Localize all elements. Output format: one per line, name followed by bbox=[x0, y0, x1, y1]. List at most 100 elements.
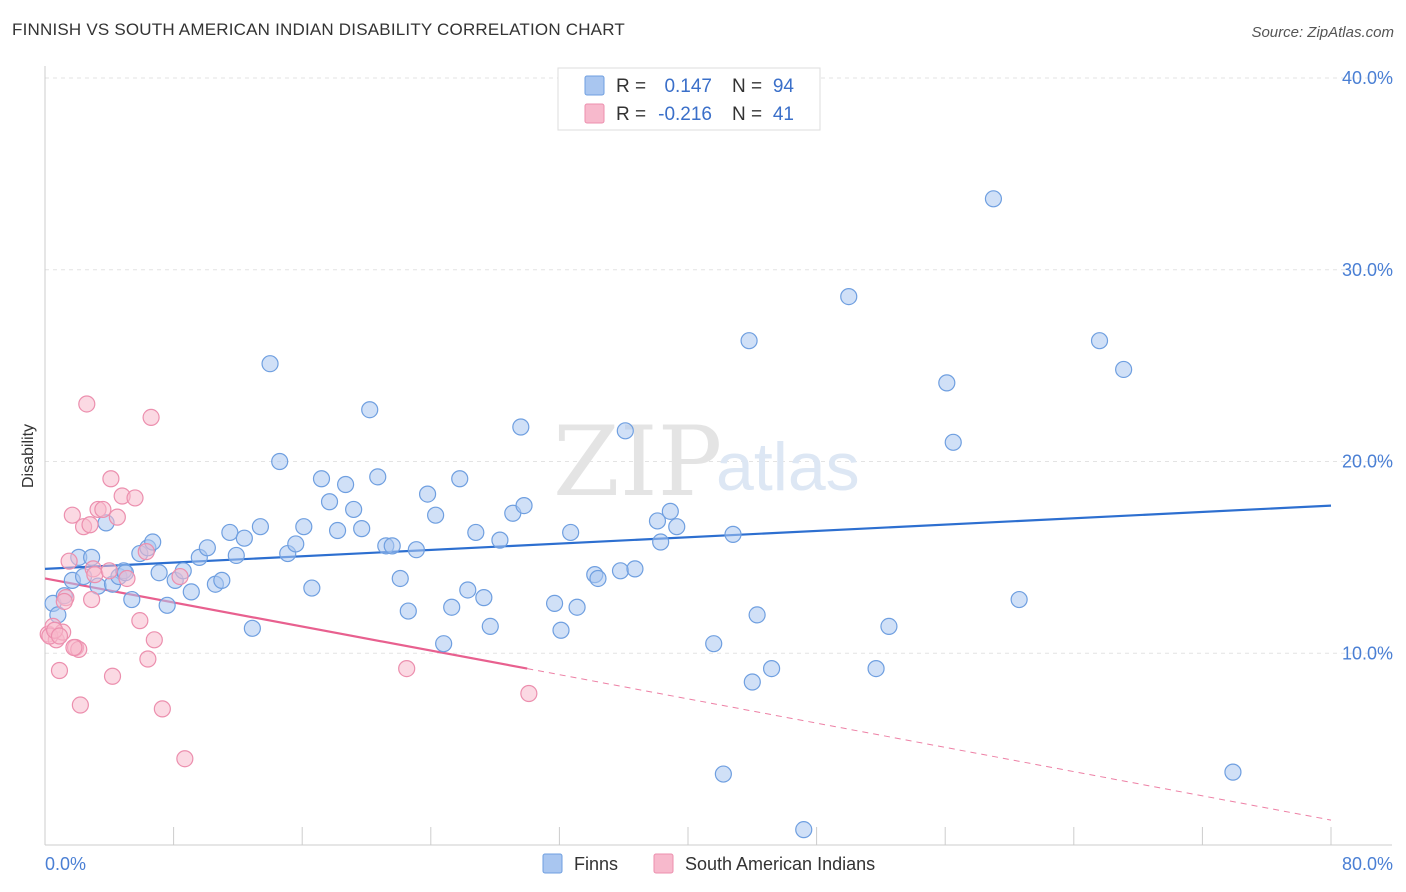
finns-point bbox=[459, 581, 477, 599]
south-american-indians-point bbox=[94, 500, 112, 519]
finns-point bbox=[337, 475, 355, 494]
finns-point bbox=[552, 621, 570, 639]
finns-point bbox=[243, 619, 261, 637]
south-american-indians-point bbox=[108, 508, 126, 526]
finns-trend-line bbox=[44, 504, 1332, 570]
bottom-legend-label-sai: South American Indians bbox=[685, 854, 875, 874]
finns-point bbox=[748, 606, 766, 624]
y-tick-labels: 10.0% 20.0% 30.0% 40.0% bbox=[1342, 68, 1393, 663]
finns-point bbox=[383, 537, 401, 555]
south-american-indians-point bbox=[126, 489, 144, 507]
finns-point bbox=[648, 512, 667, 530]
finns-point bbox=[369, 468, 387, 486]
y-tick-label: 40.0% bbox=[1342, 68, 1393, 88]
finns-point bbox=[435, 635, 453, 653]
south-american-indians-point bbox=[103, 667, 122, 685]
legend-swatch-finns bbox=[584, 75, 605, 96]
finns-point bbox=[545, 594, 564, 612]
south-american-indians-point bbox=[131, 612, 149, 630]
y-tick-label: 30.0% bbox=[1342, 260, 1393, 280]
finns-point bbox=[391, 569, 409, 588]
watermark-atlas: atlas bbox=[716, 429, 860, 505]
finns-point bbox=[312, 470, 331, 488]
finns-point bbox=[481, 617, 499, 636]
finns-point bbox=[867, 659, 885, 678]
south-american-indians-point bbox=[63, 506, 81, 524]
watermark: ZIP atlas bbox=[553, 406, 860, 518]
finns-point bbox=[512, 418, 530, 436]
finns-point bbox=[661, 502, 679, 520]
finns-point bbox=[1224, 763, 1242, 781]
x-tick-labels: 0.0% 80.0% bbox=[45, 854, 1393, 874]
bottom-legend-swatch-finns bbox=[542, 853, 563, 874]
finns-point bbox=[158, 596, 176, 614]
legend-n-value-sai: 41 bbox=[773, 104, 794, 125]
x-tick-label: 80.0% bbox=[1342, 854, 1393, 874]
south-american-indians-point bbox=[118, 569, 136, 588]
finns-point bbox=[652, 533, 670, 551]
finns-point bbox=[467, 523, 485, 542]
finns-point bbox=[1090, 332, 1109, 350]
south-american-indians-point bbox=[100, 562, 118, 580]
finns-point bbox=[795, 821, 813, 839]
finns-point bbox=[762, 659, 781, 678]
bottom-legend: Finns South American Indians bbox=[542, 853, 875, 874]
finns-point bbox=[562, 523, 580, 542]
south-american-indians-point bbox=[153, 700, 171, 718]
finns-point bbox=[328, 521, 347, 540]
finns-point bbox=[261, 355, 279, 373]
finns-point bbox=[303, 579, 321, 597]
south-american-indians-point bbox=[398, 659, 416, 678]
finns-point bbox=[724, 525, 742, 543]
axes bbox=[44, 66, 1392, 846]
south-american-indians-point bbox=[176, 750, 194, 768]
finns-point bbox=[714, 765, 732, 783]
finns-point bbox=[568, 598, 586, 616]
south-american-indians-point bbox=[60, 552, 78, 570]
trend-lines bbox=[44, 504, 1332, 821]
south-american-indians-point bbox=[50, 661, 69, 680]
x-tick-label: 0.0% bbox=[45, 854, 86, 874]
south-american-indians-point bbox=[137, 543, 155, 561]
finns-point bbox=[221, 523, 239, 542]
grid-lines bbox=[45, 77, 1392, 654]
south-american-indians-point bbox=[78, 395, 96, 413]
legend-r-label-finns: R = bbox=[616, 76, 646, 97]
south-american-indians-trend-line-extension bbox=[527, 668, 1332, 821]
finns-point bbox=[345, 500, 363, 519]
legend-r-value-finns: 0.147 bbox=[664, 76, 712, 97]
legend-r-value-sai: -0.216 bbox=[658, 104, 712, 125]
south-american-indians-point bbox=[83, 590, 101, 609]
south-american-indians-point bbox=[145, 631, 163, 649]
y-axis-label: Disability bbox=[20, 424, 37, 488]
chart-title: FINNISH VS SOUTH AMERICAN INDIAN DISABIL… bbox=[12, 20, 625, 39]
finns-point bbox=[227, 546, 245, 565]
south-american-indians-point bbox=[520, 684, 538, 703]
south-american-indians-point bbox=[142, 408, 160, 426]
finns-point bbox=[427, 506, 445, 524]
finns-point bbox=[668, 518, 686, 536]
finns-point bbox=[271, 452, 289, 471]
finns-point bbox=[361, 401, 379, 419]
south-american-indians-point bbox=[139, 650, 157, 668]
finns-point bbox=[198, 539, 216, 557]
finns-point bbox=[443, 598, 461, 616]
finns-point bbox=[944, 433, 962, 451]
y-tick-label: 10.0% bbox=[1342, 643, 1393, 663]
finns-point bbox=[616, 422, 634, 440]
data-points bbox=[39, 190, 1242, 839]
south-american-indians-point bbox=[50, 627, 69, 645]
finns-point bbox=[407, 541, 425, 559]
finns-point bbox=[938, 374, 956, 392]
chart-source: Source: ZipAtlas.com bbox=[1251, 24, 1394, 41]
finns-point bbox=[984, 190, 1003, 208]
south-american-indians-point bbox=[102, 470, 120, 488]
south-american-indians-trend-line bbox=[44, 577, 528, 670]
finns-point bbox=[251, 518, 270, 536]
finns-point bbox=[705, 635, 723, 653]
finns-point bbox=[589, 569, 607, 588]
finns-point bbox=[740, 332, 758, 350]
finns-point bbox=[353, 520, 371, 538]
finns-point bbox=[295, 518, 313, 536]
